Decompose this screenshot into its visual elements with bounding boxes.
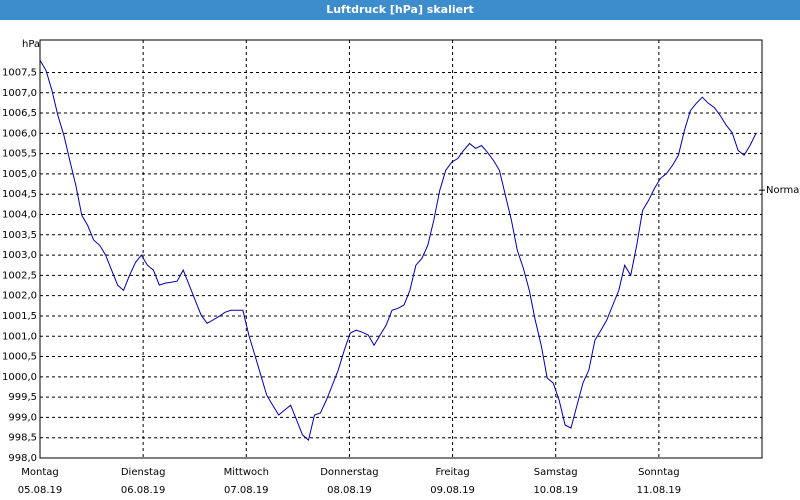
x-tick-label: Samstag: [534, 467, 578, 478]
data-line: [39, 60, 757, 442]
y-tick-label: 1005,5: [2, 149, 37, 160]
y-tick-label: 1000,0: [2, 372, 37, 383]
plot-area: [39, 39, 763, 459]
y-tick-label: 999,5: [8, 392, 37, 403]
y-tick-label: 1002,5: [2, 270, 37, 281]
x-tick-label: Sonntag: [638, 467, 680, 478]
x-tick-label: Mittwoch: [224, 467, 269, 478]
y-tick-label: 1007,5: [2, 67, 37, 78]
x-tick-label: 09.08.19: [430, 485, 475, 496]
reference-label: Normal: [766, 185, 800, 196]
chart-title: Luftdruck [hPa] skaliert: [0, 0, 800, 20]
chart: hPa 998,0 998,5 999,0 999,5 1000,0 1000,5 1001…: [2, 39, 800, 496]
y-tick-label: 1001,5: [2, 311, 37, 322]
x-tick-label: Donnerstag: [320, 467, 378, 478]
y-tick-label: 998,0: [8, 453, 37, 464]
y-tick-label: 998,5: [8, 433, 37, 444]
y-tick-label: 999,0: [8, 412, 37, 423]
y-tick-label: 1003,5: [2, 230, 37, 241]
y-tick-label: 1004,0: [2, 210, 37, 221]
x-tick-label: 08.08.19: [327, 485, 372, 496]
x-tick-label: 05.08.19: [18, 485, 63, 496]
y-tick-label: 1006,0: [2, 128, 37, 139]
y-tick-label: 1001,0: [2, 331, 37, 342]
y-tick-label: 1007,0: [2, 88, 37, 99]
x-tick-label: 10.08.19: [533, 485, 578, 496]
y-tick-label: 1000,5: [2, 352, 37, 363]
x-tick-label: 06.08.19: [121, 485, 166, 496]
y-tick-label: 1003,0: [2, 250, 37, 261]
x-tick-label: 11.08.19: [637, 485, 682, 496]
y-tick-label: 1002,0: [2, 291, 37, 302]
y-tick-label: 1006,5: [2, 108, 37, 119]
y-unit: hPa: [22, 39, 40, 50]
y-tick-label: 1004,5: [2, 189, 37, 200]
x-tick-label: Freitag: [435, 467, 469, 478]
x-tick-label: Montag: [21, 467, 58, 478]
x-tick-label: Dienstag: [121, 467, 166, 478]
x-tick-label: 07.08.19: [224, 485, 269, 496]
y-tick-label: 1005,0: [2, 169, 37, 180]
